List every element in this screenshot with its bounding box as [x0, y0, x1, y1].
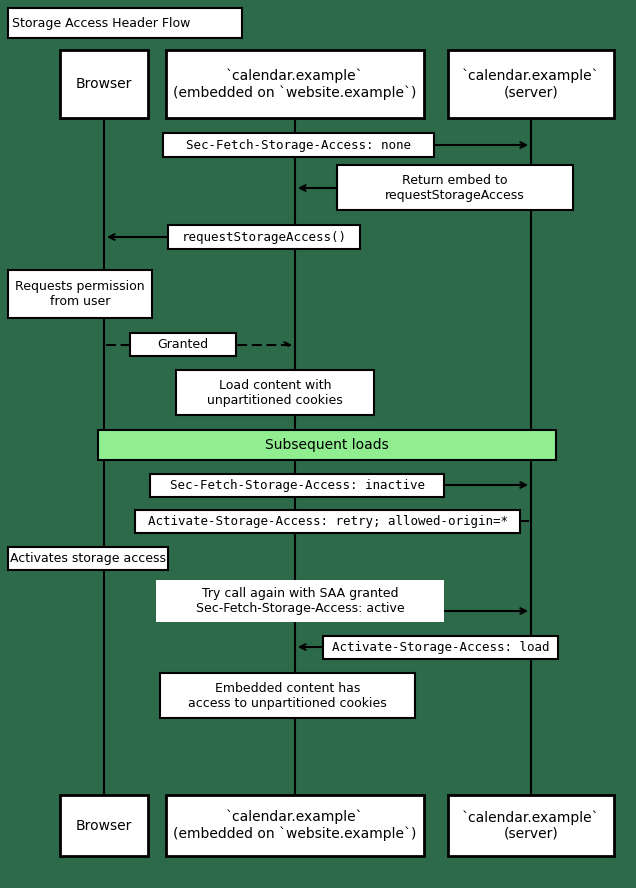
Bar — [168, 225, 360, 249]
Text: Activate-Storage-Access: retry; allowed-origin=*: Activate-Storage-Access: retry; allowed-… — [148, 515, 508, 528]
Bar — [130, 333, 236, 356]
Bar — [448, 50, 614, 118]
Bar — [166, 795, 424, 856]
Bar — [98, 430, 556, 460]
Bar — [163, 133, 434, 157]
Bar — [8, 8, 242, 38]
Text: Sec-Fetch-Storage-Access: none: Sec-Fetch-Storage-Access: none — [186, 139, 411, 152]
Text: Requests permission
from user: Requests permission from user — [15, 280, 145, 308]
Text: Subsequent loads: Subsequent loads — [265, 438, 389, 452]
Text: Granted: Granted — [158, 338, 209, 351]
Text: Activate-Storage-Access: load: Activate-Storage-Access: load — [332, 641, 550, 654]
Bar — [166, 50, 424, 118]
Bar — [150, 474, 444, 497]
Text: `calendar.example`
(server): `calendar.example` (server) — [462, 810, 600, 841]
Text: `calendar.example`
(server): `calendar.example` (server) — [462, 68, 600, 99]
Bar — [160, 673, 415, 718]
Bar — [323, 636, 558, 659]
Bar — [176, 370, 374, 415]
Text: Load content with
unpartitioned cookies: Load content with unpartitioned cookies — [207, 378, 343, 407]
Text: `calendar.example`
(embedded on `website.example`): `calendar.example` (embedded on `website… — [174, 810, 417, 841]
Text: `calendar.example`
(embedded on `website.example`): `calendar.example` (embedded on `website… — [174, 68, 417, 99]
Text: Storage Access Header Flow: Storage Access Header Flow — [12, 17, 190, 29]
Text: Embedded content has
access to unpartitioned cookies: Embedded content has access to unpartiti… — [188, 681, 387, 710]
Bar — [60, 50, 148, 118]
Bar — [156, 580, 444, 622]
Bar — [8, 270, 152, 318]
Text: Return embed to
requestStorageAccess: Return embed to requestStorageAccess — [385, 173, 525, 202]
Bar — [135, 510, 520, 533]
Bar — [337, 165, 573, 210]
Bar — [448, 795, 614, 856]
Text: Try call again with SAA granted
Sec-Fetch-Storage-Access: active: Try call again with SAA granted Sec-Fetc… — [196, 587, 404, 615]
Text: Browser: Browser — [76, 819, 132, 833]
Text: requestStorageAccess(): requestStorageAccess() — [181, 231, 347, 243]
Bar — [60, 795, 148, 856]
Text: Browser: Browser — [76, 77, 132, 91]
Bar — [8, 547, 168, 570]
Text: Sec-Fetch-Storage-Access: inactive: Sec-Fetch-Storage-Access: inactive — [170, 479, 424, 492]
Text: Activates storage access: Activates storage access — [10, 552, 166, 565]
